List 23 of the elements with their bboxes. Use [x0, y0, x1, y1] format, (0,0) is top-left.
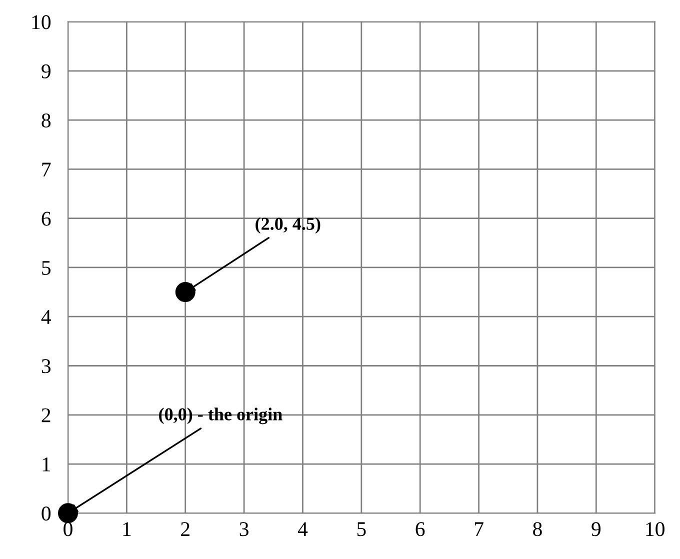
y-tick-label: 0	[42, 506, 51, 521]
y-tick-label: 7	[42, 162, 51, 176]
annotation: (2.0, 4.5)	[256, 217, 320, 234]
x-tick-label: 9	[592, 522, 601, 536]
y-tick-label: 10	[32, 15, 51, 30]
x-tick-label: 2	[181, 522, 190, 536]
y-tick-label: 9	[42, 64, 50, 78]
x-tick-label: 10	[646, 522, 664, 536]
y-tick-label: 1	[42, 458, 50, 472]
x-tick-label: 7	[474, 522, 484, 536]
x-tick-label: 3	[240, 522, 248, 536]
x-tick-label: 8	[533, 522, 542, 536]
y-tick-label: 2	[42, 408, 50, 422]
x-tick-label: 6	[416, 522, 425, 536]
annotation: (0,0) - the origin	[159, 408, 282, 424]
x-tick-label: 4	[298, 522, 308, 536]
x-tick-label: 1	[123, 522, 131, 536]
x-tick-label: 5	[357, 522, 366, 536]
y-tick-label: 5	[42, 261, 51, 275]
y-tick-label: 3	[42, 359, 51, 374]
y-tick-label: 6	[42, 212, 51, 226]
y-tick-label: 4	[41, 310, 52, 324]
y-tick-label: 8	[42, 113, 51, 128]
